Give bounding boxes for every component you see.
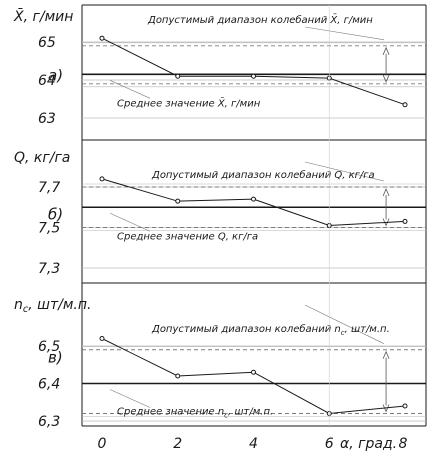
series-line xyxy=(101,37,406,106)
panel-letter: а) xyxy=(48,67,63,85)
data-point xyxy=(251,73,256,79)
range-arrow-head-top xyxy=(382,187,390,197)
x-tick-label: 2 xyxy=(173,436,182,452)
x-tick-label: 6 xyxy=(325,436,334,452)
data-point xyxy=(402,218,408,224)
y-tick-label: 6,4 xyxy=(38,377,60,393)
data-point xyxy=(175,373,181,379)
x-tick-labels: 0 2 4 6 8 xyxy=(98,5,408,452)
panel-letter: в) xyxy=(48,349,63,367)
band-label: Допустимый диапазон колебаний X̄, г/мин xyxy=(147,13,373,26)
x-tick-label: 8 xyxy=(399,436,408,452)
y-tick-label: 63 xyxy=(38,111,56,127)
y-tick-label: 65 xyxy=(38,35,56,51)
y-axis-label: X̄, г/мин xyxy=(13,7,73,25)
band-leader-line xyxy=(304,304,385,345)
data-point xyxy=(251,369,256,375)
data-point xyxy=(402,102,408,108)
band-label: Допустимый диапазон колебаний nс, шт/м.п… xyxy=(151,323,390,337)
x-tick-label: 4 xyxy=(249,436,258,452)
data-point xyxy=(99,336,105,341)
x-axis-label: α, град. xyxy=(340,436,397,452)
y-tick-label: 7,7 xyxy=(38,180,60,196)
y-tick-label: 7,3 xyxy=(38,261,60,277)
data-point xyxy=(251,196,256,202)
panel-3: 6,5 6,4 6,3 nс, шт/м.п. в) Допустимый диапазо… xyxy=(14,282,426,430)
mean-leader-line xyxy=(109,212,151,232)
band-leader-line xyxy=(304,26,385,41)
panels-group: 65 64 63 X̄, г/мин а) Допустимый диапазон кол… xyxy=(13,7,426,430)
panel-2: 7,7 7,5 7,3 Q, кг/га б) Допустимый диапазон к… xyxy=(14,139,426,277)
x-tick-label: 0 xyxy=(98,436,107,452)
data-point xyxy=(175,198,181,204)
panel-1: 65 64 63 X̄, г/мин а) Допустимый диапазон кол… xyxy=(13,7,426,127)
y-tick-label: 6,3 xyxy=(38,414,60,430)
range-arrow-head-top xyxy=(382,46,390,55)
data-point xyxy=(99,35,105,41)
data-point xyxy=(99,176,105,182)
y-axis-label: nс, шт/м.п. xyxy=(14,297,91,315)
range-arrow-head-bottom xyxy=(382,404,390,413)
range-arrow-head-top xyxy=(382,350,390,359)
mean-label: Среднее значение X̄, г/мин xyxy=(117,96,261,109)
band-label: Допустимый диапазон колебаний Q, кг/га xyxy=(151,169,375,181)
y-tick-label: 6,5 xyxy=(38,339,60,355)
mean-label: Среднее значение Q, кг/га xyxy=(117,231,258,242)
band-leader-line xyxy=(304,161,385,182)
y-axis-label: Q, кг/га xyxy=(14,150,70,166)
panel-letter: б) xyxy=(48,206,63,224)
mean-leader-line xyxy=(109,389,151,408)
data-point xyxy=(175,73,181,79)
range-arrow-head-bottom xyxy=(382,74,390,83)
y-tick-label: 7,5 xyxy=(38,221,60,237)
mean-leader-line xyxy=(109,80,151,99)
series-line xyxy=(101,178,406,226)
data-point xyxy=(402,403,408,409)
range-arrow-head-bottom xyxy=(382,218,390,227)
mean-label: Среднее значение nс, шт/м.п. xyxy=(117,407,273,420)
y-tick-label: 64 xyxy=(38,73,56,89)
